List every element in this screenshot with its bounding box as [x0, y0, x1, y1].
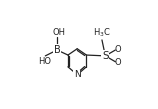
Text: O: O: [114, 58, 121, 67]
Text: H$_3$C: H$_3$C: [93, 26, 110, 39]
Text: B: B: [54, 45, 60, 55]
Text: HO: HO: [38, 57, 51, 66]
Text: OH: OH: [52, 28, 65, 37]
Text: O: O: [114, 45, 121, 54]
Text: S: S: [102, 51, 109, 61]
Text: N: N: [74, 70, 81, 79]
